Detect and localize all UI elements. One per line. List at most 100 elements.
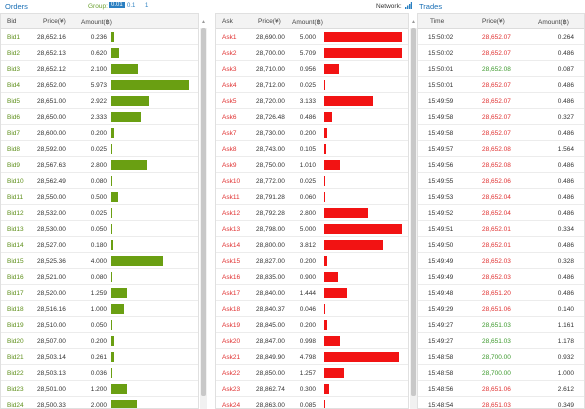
asks-row[interactable]: Ask9 28,750.00 1.010	[216, 157, 408, 173]
asks-price: 28,750.00	[256, 162, 285, 169]
asks-row[interactable]: Ask11 28,791.28 0.060	[216, 189, 408, 205]
asks-row[interactable]: Ask19 28,845.00 0.200	[216, 317, 408, 333]
asks-price: 28,862.74	[256, 386, 285, 393]
bids-row[interactable]: Bid8 28,592.00 0.025	[1, 141, 198, 157]
asks-price: 28,690.00	[256, 34, 285, 41]
asks-row[interactable]: Ask3 28,710.00 0.956	[216, 61, 408, 77]
asks-row[interactable]: Ask23 28,862.74 0.300	[216, 381, 408, 397]
bids-price: 28,503.13	[37, 370, 66, 377]
asks-row[interactable]: Ask22 28,850.00 1.257	[216, 365, 408, 381]
bids-row[interactable]: Bid5 28,651.00 2.922	[1, 93, 198, 109]
asks-row[interactable]: Ask21 28,849.90 4.798	[216, 349, 408, 365]
bids-depth-bar	[111, 304, 124, 314]
bids-amount: 2.000	[90, 402, 107, 409]
asks-row[interactable]: Ask8 28,743.00 0.105	[216, 141, 408, 157]
bids-row[interactable]: Bid20 28,507.00 0.200	[1, 333, 198, 349]
asks-row[interactable]: Ask4 28,712.00 0.025	[216, 77, 408, 93]
asks-level-label: Ask12	[222, 210, 241, 217]
bids-price: 28,503.14	[37, 354, 66, 361]
asks-amount: 0.300	[299, 386, 316, 393]
asks-amount: 0.998	[299, 338, 316, 345]
bids-row[interactable]: Bid24 28,500.33 2.000	[1, 397, 198, 409]
asks-row[interactable]: Ask6 28,726.48 0.486	[216, 109, 408, 125]
scroll-up-icon[interactable]: ▲	[201, 19, 206, 25]
bids-row[interactable]: Bid15 28,525.36 4.000	[1, 253, 198, 269]
asks-row[interactable]: Ask5 28,720.00 3.133	[216, 93, 408, 109]
trade-price: 28,652.08	[482, 146, 511, 153]
asks-scrollbar[interactable]: ▲	[410, 19, 417, 409]
bids-amount: 0.236	[90, 34, 107, 41]
trade-row: 15:49:49 28,652.03 0.486	[418, 269, 584, 285]
group-option-0-01[interactable]: 0.01	[109, 2, 125, 8]
bids-depth-bar	[111, 400, 137, 408]
bids-scroll-thumb[interactable]	[201, 28, 206, 396]
bids-row[interactable]: Bid13 28,530.00 0.050	[1, 221, 198, 237]
bids-row[interactable]: Bid18 28,516.16 1.000	[1, 301, 198, 317]
trade-time: 15:49:48	[428, 290, 454, 297]
bids-row[interactable]: Bid19 28,510.00 0.050	[1, 317, 198, 333]
bids-row[interactable]: Bid21 28,503.14 0.261	[1, 349, 198, 365]
bids-row[interactable]: Bid12 28,532.00 0.025	[1, 205, 198, 221]
asks-row[interactable]: Ask2 28,700.00 5.709	[216, 45, 408, 61]
asks-row[interactable]: Ask13 28,798.00 5.000	[216, 221, 408, 237]
asks-row[interactable]: Ask15 28,827.00 0.200	[216, 253, 408, 269]
asks-row[interactable]: Ask18 28,840.37 0.046	[216, 301, 408, 317]
asks-row[interactable]: Ask20 28,847.00 0.998	[216, 333, 408, 349]
asks-amount: 0.060	[299, 194, 316, 201]
trade-time: 15:49:49	[428, 274, 454, 281]
asks-depth-bar	[324, 208, 368, 218]
asks-row[interactable]: Ask1 28,690.00 5.000	[216, 29, 408, 45]
bids-row[interactable]: Bid7 28,600.00 0.200	[1, 125, 198, 141]
bids-row[interactable]: Bid22 28,503.13 0.036	[1, 365, 198, 381]
bids-row[interactable]: Bid11 28,550.00 0.500	[1, 189, 198, 205]
bids-row[interactable]: Bid10 28,562.49 0.080	[1, 173, 198, 189]
asks-amount: 0.200	[299, 130, 316, 137]
trade-row: 15:49:57 28,652.08 1.564	[418, 141, 584, 157]
trade-price: 28,652.06	[482, 178, 511, 185]
bids-row[interactable]: Bid3 28,652.12 2.100	[1, 61, 198, 77]
trade-amount: 1.000	[557, 370, 574, 377]
asks-depth-bar	[324, 48, 402, 58]
bids-level-label: Bid16	[7, 274, 24, 281]
bids-row[interactable]: Bid2 28,652.13 0.620	[1, 45, 198, 61]
bids-row[interactable]: Bid6 28,650.00 2.333	[1, 109, 198, 125]
asks-row[interactable]: Ask10 28,772.00 0.025	[216, 173, 408, 189]
bids-row[interactable]: Bid23 28,501.00 1.200	[1, 381, 198, 397]
bids-price: 28,507.00	[37, 338, 66, 345]
bids-scrollbar[interactable]: ▲	[200, 19, 207, 409]
bids-row[interactable]: Bid16 28,521.00 0.080	[1, 269, 198, 285]
asks-amount: 0.025	[299, 82, 316, 89]
bids-row[interactable]: Bid4 28,652.00 5.973	[1, 77, 198, 93]
bids-level-label: Bid17	[7, 290, 24, 297]
asks-level-label: Ask2	[222, 50, 237, 57]
bids-row[interactable]: Bid9 28,567.63 2.800	[1, 157, 198, 173]
bids-row[interactable]: Bid14 28,527.00 0.180	[1, 237, 198, 253]
asks-price: 28,850.00	[256, 370, 285, 377]
trade-price: 28,652.04	[482, 194, 511, 201]
scroll-up-icon[interactable]: ▲	[411, 19, 416, 25]
asks-price: 28,720.00	[256, 98, 285, 105]
asks-row[interactable]: Ask17 28,840.00 1.444	[216, 285, 408, 301]
trade-row: 15:49:58 28,652.07 0.486	[418, 125, 584, 141]
bids-row[interactable]: Bid17 28,520.00 1.259	[1, 285, 198, 301]
asks-row[interactable]: Ask7 28,730.00 0.200	[216, 125, 408, 141]
asks-row[interactable]: Ask24 28,863.00 0.085	[216, 397, 408, 408]
asks-row[interactable]: Ask16 28,835.00 0.900	[216, 269, 408, 285]
group-option-0-1[interactable]: 0.1	[127, 3, 136, 9]
trade-price: 28,652.07	[482, 130, 511, 137]
trade-amount: 0.486	[557, 162, 574, 169]
bids-depth-bar	[111, 224, 112, 234]
trade-price: 28,652.07	[482, 34, 511, 41]
bids-depth-bar	[111, 384, 127, 394]
trade-price: 28,652.03	[482, 274, 511, 281]
asks-row[interactable]: Ask14 28,800.00 3.812	[216, 237, 408, 253]
bids-row[interactable]: Bid1 28,652.16 0.236	[1, 29, 198, 45]
asks-row[interactable]: Ask12 28,792.28 2.800	[216, 205, 408, 221]
asks-level-label: Ask21	[222, 354, 241, 361]
bids-amount: 1.259	[90, 290, 107, 297]
trade-amount: 1.178	[557, 338, 574, 345]
bids-level-label: Bid1	[7, 34, 21, 41]
group-option-1[interactable]: 1	[145, 3, 149, 9]
asks-scroll-thumb[interactable]	[411, 28, 416, 396]
asks-level-label: Ask17	[222, 290, 241, 297]
